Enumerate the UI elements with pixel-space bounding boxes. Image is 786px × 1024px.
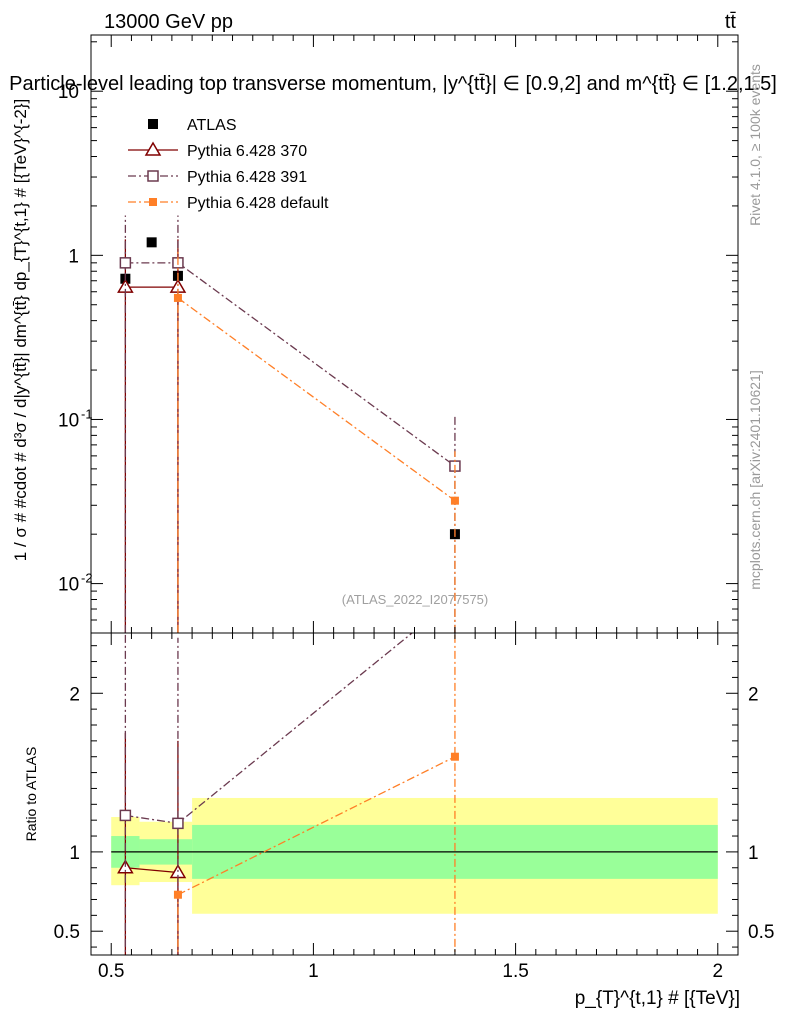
ratio-series-line-0: [125, 867, 178, 874]
ratio-y-axis-label: Ratio to ATLAS: [23, 747, 39, 842]
legend-marker-3: [149, 198, 157, 206]
ratio-point-2-0: [173, 890, 182, 899]
main-ytick-label-1: 10: [58, 410, 79, 431]
xtick-label-2: 1.5: [502, 961, 528, 982]
main-ytick-label-0: 10: [58, 575, 79, 596]
ratio-series-line-1: [125, 633, 414, 825]
header-right-label: tt̄: [725, 11, 737, 33]
xtick-label-3: 2: [712, 961, 723, 982]
legend-marker-0: [148, 119, 158, 129]
main-series-line-3: [177, 297, 456, 502]
legend-marker-1: [144, 141, 162, 156]
ratio-point-2-1: [450, 752, 459, 761]
legend-label-3: Pythia 6.428 default: [187, 195, 329, 212]
x-axis-label: p_{T}^{t,1} # [{TeV}]: [575, 988, 740, 1009]
main-point-3-1: [450, 496, 459, 505]
legend-label-2: Pythia 6.428 391: [187, 169, 307, 186]
ratio-series-line-2: [177, 756, 456, 896]
xtick-label-1: 1: [308, 961, 319, 982]
ratio-ytick-label-left-0: 0.5: [54, 922, 80, 943]
ratio-point-1-0: [119, 809, 132, 822]
xtick-label-0: 0.5: [98, 961, 124, 982]
ratio-ytick-label-right-1: 1: [748, 843, 759, 864]
analysis-watermark: (ATLAS_2022_I2077575): [342, 592, 488, 607]
legend-label-0: ATLAS: [187, 117, 237, 134]
main-point-0-1: [146, 237, 157, 248]
main-ytick-exp-0: -2: [81, 571, 93, 586]
main-series-line-2: [125, 262, 456, 467]
mcplots-label: mcplots.cern.ch [arXiv:2401.10621]: [747, 370, 763, 589]
legend-marker-2: [147, 170, 159, 182]
main-point-2-0: [119, 257, 132, 269]
main-y-axis-label: 1 / σ # #cdot # d³σ / d|y^{tt̄}| dm^{tt̄…: [11, 99, 30, 561]
ratio-ytick-label-left-1: 1: [69, 843, 80, 864]
ratio-ytick-label-right-0: 0.5: [748, 922, 774, 943]
rivet-label: Rivet 4.1.0, ≥ 100k events: [747, 64, 763, 226]
ratio-bands: [111, 797, 718, 914]
plot-title: Particle-level leading top transverse mo…: [9, 73, 777, 95]
legend: ATLAS Pythia 6.428 370 Pythia 6.428 391 Pyt…: [128, 117, 329, 212]
main-ytick-label-3: 10: [58, 82, 79, 103]
main-plot-area: [117, 215, 461, 633]
ratio-ytick-label-left-2: 2: [69, 684, 80, 705]
main-point-3-0: [173, 293, 182, 302]
legend-label-1: Pythia 6.428 370: [187, 143, 307, 160]
main-ytick-exp-1: -1: [81, 406, 93, 421]
ratio-point-1-1: [172, 817, 184, 830]
ratio-plot-area: [117, 633, 459, 955]
main-ytick-label-2: 1: [68, 246, 79, 267]
header-left-label: 13000 GeV pp: [104, 11, 233, 33]
ratio-ytick-label-right-2: 2: [748, 684, 759, 705]
